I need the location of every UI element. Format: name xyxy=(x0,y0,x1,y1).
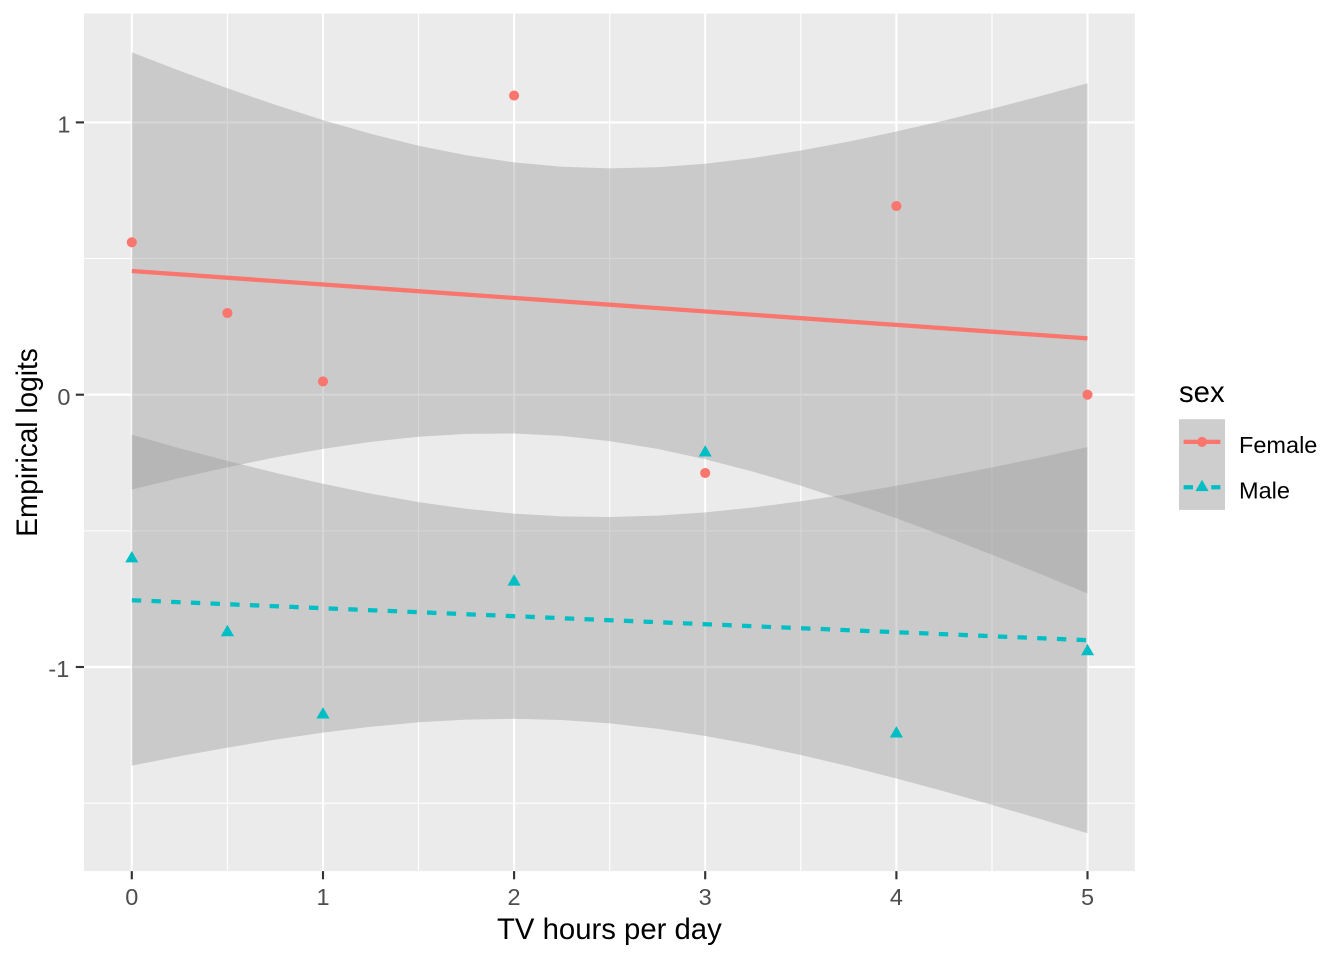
svg-text:Female: Female xyxy=(1239,432,1317,458)
svg-text:sex: sex xyxy=(1179,376,1225,409)
svg-text:TV hours per day: TV hours per day xyxy=(497,913,722,946)
svg-text:Male: Male xyxy=(1239,478,1290,504)
svg-text:1: 1 xyxy=(57,112,70,138)
svg-text:2: 2 xyxy=(508,884,521,910)
svg-text:1: 1 xyxy=(316,884,329,910)
svg-text:5: 5 xyxy=(1081,884,1094,910)
svg-text:3: 3 xyxy=(699,884,712,910)
svg-text:4: 4 xyxy=(890,884,903,910)
svg-text:-1: -1 xyxy=(48,656,69,682)
svg-text:0: 0 xyxy=(125,884,138,910)
svg-text:0: 0 xyxy=(57,384,70,410)
svg-text:Empirical logits: Empirical logits xyxy=(11,348,44,537)
